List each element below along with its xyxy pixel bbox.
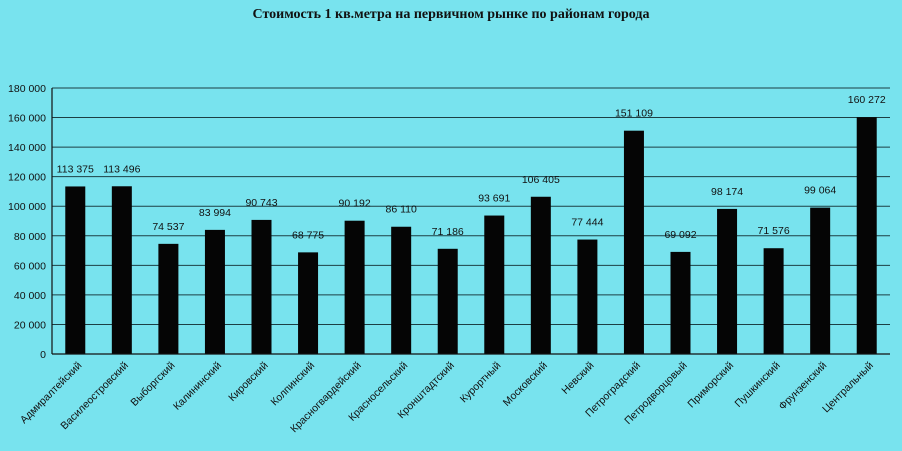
- y-tick-label: 40 000: [14, 290, 46, 302]
- y-tick-label: 120 000: [8, 172, 46, 184]
- x-tick-label: Приморский: [685, 360, 736, 411]
- data-label: 77 444: [571, 217, 603, 229]
- data-label: 90 192: [339, 198, 371, 210]
- data-label: 106 405: [522, 174, 560, 186]
- bar: [577, 239, 598, 354]
- bar: [251, 219, 272, 354]
- bar: [111, 186, 132, 354]
- y-tick-label: 180 000: [8, 83, 46, 95]
- data-label: 83 994: [199, 207, 231, 219]
- data-label: 113 375: [57, 163, 94, 175]
- y-tick-label: 100 000: [8, 201, 46, 213]
- y-tick-label: 80 000: [14, 231, 46, 243]
- x-tick-label: Кировский: [226, 360, 270, 404]
- x-tick-label: Московский: [501, 360, 550, 409]
- chart-title: Стоимость 1 кв.метра на первичном рынке …: [252, 7, 650, 22]
- bar: [856, 117, 877, 355]
- y-tick-label: 140 000: [8, 142, 46, 154]
- y-tick-label: 0: [40, 349, 46, 361]
- bar: [344, 220, 365, 354]
- data-label: 99 064: [804, 185, 836, 197]
- x-tick-label: Пушкинский: [732, 360, 782, 410]
- bar: [530, 196, 551, 354]
- data-label: 93 691: [478, 193, 510, 205]
- y-tick-label: 160 000: [8, 113, 46, 125]
- x-tick-label: Калининский: [171, 360, 224, 413]
- bar: [670, 251, 691, 354]
- bar: [717, 208, 738, 354]
- bar: [65, 186, 86, 354]
- data-label: 71 186: [432, 226, 464, 238]
- axis-layer: 0 20 000 40 000 60 000 80 000 100 000 120 000 1…: [8, 83, 890, 361]
- data-label: 86 110: [385, 204, 416, 216]
- x-tick-label: Невский: [559, 360, 596, 397]
- bars-layer: [65, 117, 877, 355]
- data-label: 90 743: [245, 197, 277, 209]
- y-tick-label: 60 000: [14, 260, 46, 272]
- bar: [391, 226, 412, 354]
- bar: [810, 207, 831, 354]
- bar: [623, 130, 644, 354]
- bar: [298, 252, 319, 354]
- data-label: 71 576: [758, 225, 790, 237]
- bar: [204, 229, 225, 354]
- x-tick-label: Колпинский: [269, 360, 318, 409]
- x-tick-label: Курортный: [458, 360, 504, 406]
- bar: [484, 215, 505, 354]
- bar: [158, 243, 179, 354]
- data-label: 160 272: [848, 94, 886, 106]
- bar: [763, 248, 784, 354]
- data-label: 113 496: [103, 163, 140, 175]
- x-tick-label: Выборгский: [128, 360, 177, 409]
- y-tick-label: 20 000: [14, 319, 46, 331]
- data-label: 98 174: [711, 186, 743, 198]
- data-label: 74 537: [152, 221, 184, 233]
- data-label: 69 092: [664, 229, 696, 241]
- data-label: 151 109: [615, 108, 653, 120]
- bar: [437, 248, 458, 354]
- data-label: 68 775: [292, 229, 324, 241]
